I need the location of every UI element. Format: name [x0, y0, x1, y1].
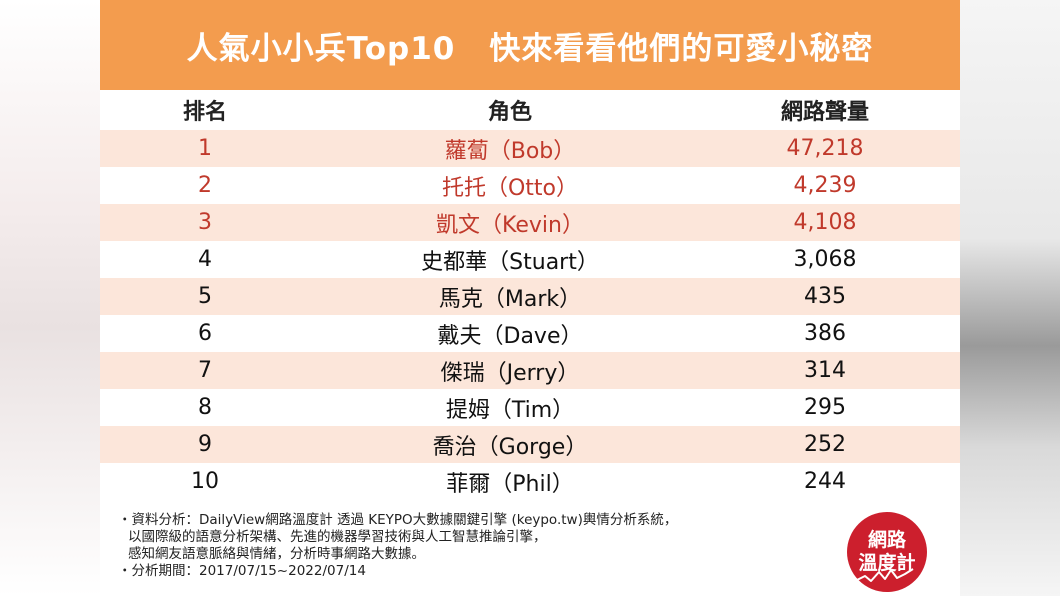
rank-cell: 9	[198, 432, 212, 457]
table-row: 6 戴夫（Dave） 386	[100, 315, 960, 352]
background-right	[960, 0, 1060, 596]
table-row: 1 蘿蔔（Bob） 47,218	[100, 130, 960, 167]
table-header: 排名 角色 網路聲量	[100, 92, 960, 128]
volume-cell: 435	[804, 284, 846, 309]
table-row: 10 菲爾（Phil） 244	[100, 463, 960, 500]
volume-cell: 4,108	[793, 210, 857, 235]
volume-cell: 4,239	[793, 173, 857, 198]
character-cell: 凱文（Kevin）	[436, 212, 584, 238]
table-row: 4 史都華（Stuart） 3,068	[100, 241, 960, 278]
table-row: 9 喬治（Gorge） 252	[100, 426, 960, 463]
character-cell: 蘿蔔（Bob）	[444, 138, 576, 164]
background-left	[0, 0, 100, 596]
ranking-card: 人氣小小兵Top10 快來看看他們的可愛小秘密 排名 角色 網路聲量 1 蘿蔔（…	[100, 0, 960, 596]
footnote-line: ・資料分析：DailyView網路溫度計 透過 KEYPO大數據關鍵引擎 (ke…	[118, 512, 678, 528]
volume-cell: 314	[804, 358, 846, 383]
table-row: 2 托托（Otto） 4,239	[100, 167, 960, 204]
table-row: 5 馬克（Mark） 435	[100, 278, 960, 315]
character-cell: 喬治（Gorge）	[432, 434, 588, 460]
character-cell: 馬克（Mark）	[438, 286, 582, 312]
rank-cell: 7	[198, 358, 212, 383]
dailyview-logo: 網路 溫度計	[847, 512, 927, 592]
rank-cell: 3	[198, 210, 212, 235]
source-footnote: ・資料分析：DailyView網路溫度計 透過 KEYPO大數據關鍵引擎 (ke…	[118, 512, 818, 580]
rank-cell: 4	[198, 247, 212, 272]
volume-cell: 47,218	[786, 136, 864, 161]
header-volume: 網路聲量	[780, 100, 869, 125]
character-cell: 托托（Otto）	[441, 175, 579, 201]
rank-cell: 6	[198, 321, 212, 346]
volume-cell: 3,068	[793, 247, 857, 272]
footnote-line: 感知網友語意脈絡與情緒，分析時事網路大數據。	[128, 546, 425, 562]
logo-text-line2: 溫度計	[858, 552, 916, 574]
banner-title-left: 人氣小小兵Top10	[186, 30, 456, 67]
rank-cell: 2	[198, 173, 212, 198]
table-row: 3 凱文（Kevin） 4,108	[100, 204, 960, 241]
volume-cell: 386	[804, 321, 846, 346]
character-cell: 提姆（Tim）	[445, 397, 575, 423]
character-cell: 史都華（Stuart）	[421, 249, 599, 275]
volume-cell: 244	[804, 469, 846, 494]
character-cell: 戴夫（Dave）	[437, 323, 583, 349]
character-cell: 菲爾（Phil）	[446, 471, 574, 497]
rank-cell: 1	[198, 136, 212, 161]
rank-cell: 8	[198, 395, 212, 420]
table-row: 7 傑瑞（Jerry） 314	[100, 352, 960, 389]
footnote-line: 以國際級的語意分析架構、先進的機器學習技術與人工智慧推論引擎，	[128, 529, 547, 545]
title-banner: 人氣小小兵Top10 快來看看他們的可愛小秘密	[100, 0, 960, 90]
logo-text-line1: 網路	[867, 529, 906, 551]
character-cell: 傑瑞（Jerry）	[440, 360, 580, 386]
header-character: 角色	[487, 100, 532, 125]
rank-cell: 5	[198, 284, 212, 309]
thermometer-wave-icon	[856, 568, 914, 582]
banner-title-right: 快來看看他們的可愛小秘密	[489, 30, 874, 67]
volume-cell: 295	[804, 395, 846, 420]
table-row: 8 提姆（Tim） 295	[100, 389, 960, 426]
volume-cell: 252	[804, 432, 846, 457]
header-rank: 排名	[182, 100, 227, 125]
rank-cell: 10	[191, 469, 219, 494]
footnote-line: ・分析期間：2017/07/15~2022/07/14	[118, 563, 366, 579]
